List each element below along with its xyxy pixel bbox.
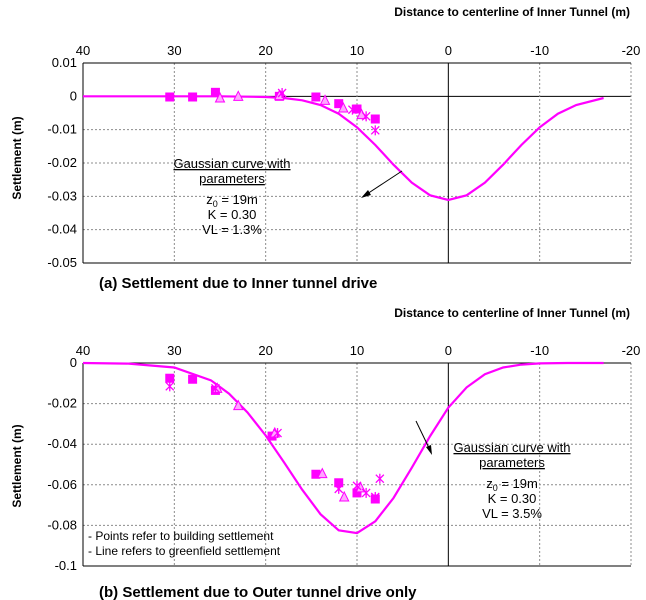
x-tick-label: 30: [167, 43, 181, 58]
chart-b-points: [165, 373, 385, 504]
star-point: [334, 483, 344, 494]
x-tick-label: 30: [167, 343, 181, 358]
x-tick-label: -10: [530, 43, 549, 58]
chart-b-y-ticks: 0 -0.02 -0.04 -0.06 -0.08 -0.1: [47, 355, 77, 573]
triangle-point: [338, 490, 350, 502]
chart-b-annotation-vl: VL = 3.5%: [482, 506, 542, 521]
y-tick-label: -0.02: [47, 396, 77, 411]
chart-b-annotation-arrow: [415, 420, 432, 455]
chart-b-y-axis-title: Settlement (m): [10, 424, 24, 507]
x-tick-label: 0: [445, 43, 452, 58]
chart-a-annotation-k: K = 0.30: [208, 207, 257, 222]
chart-a-annotation-title: Gaussian curve with parameters: [173, 156, 290, 186]
x-tick-label: -20: [622, 343, 641, 358]
star-point: [273, 428, 282, 439]
chart-a-annotation-vl: VL = 1.3%: [202, 222, 262, 237]
star-point: [361, 487, 371, 498]
square-point: [165, 92, 175, 102]
chart-inner-tunnel: Distance to centerline of Inner Tunnel (…: [10, 5, 640, 292]
chart-a-grid: [82, 62, 632, 264]
triangle-point: [319, 94, 331, 105]
x-tick-label: -20: [622, 43, 641, 58]
triangle-point: [214, 91, 226, 103]
square-point: [188, 92, 198, 102]
square-point: [334, 478, 344, 488]
square-point: [352, 104, 362, 114]
chart-b-grid: [82, 362, 632, 567]
square-point: [210, 87, 220, 97]
y-tick-label: -0.04: [47, 222, 77, 237]
star-point: [165, 381, 175, 392]
x-tick-label: 40: [76, 343, 90, 358]
chart-b-x-ticks: 40 30 20 10 0 -10 -20: [76, 343, 641, 358]
chart-b-gaussian-curve: [82, 361, 604, 535]
x-tick-label: 10: [350, 43, 364, 58]
greenfield-curve: [83, 95, 604, 202]
chart-a-y-axis-title: Settlement (m): [10, 116, 24, 199]
chart-a-annotation-z0: z0 = 19m: [206, 192, 258, 209]
star-point: [210, 383, 220, 394]
y-tick-label: -0.1: [55, 558, 77, 573]
greenfield-curve: [82, 361, 604, 535]
x-tick-label: 40: [76, 43, 90, 58]
chart-b-annotation-k: K = 0.30: [488, 491, 537, 506]
chart-b-caption: (b) Settlement due to Outer tunnel drive…: [99, 584, 417, 600]
chart-b-x-axis-title: Distance to centerline of Inner Tunnel (…: [394, 306, 630, 320]
chart-a-gaussian-curve: [83, 95, 604, 202]
chart-b-note-points: - Points refer to building settlement: [88, 529, 274, 543]
y-tick-label: -0.01: [47, 122, 77, 137]
chart-a-x-ticks: 40 30 20 10 0 -10 -20: [76, 43, 641, 58]
chart-a-annotation-arrow: [361, 170, 403, 198]
y-tick-label: 0.01: [52, 55, 77, 70]
chart-b-annotation-title: Gaussian curve with parameters: [453, 440, 570, 470]
triangle-point: [337, 101, 349, 113]
star-point: [370, 125, 380, 136]
chart-a-x-axis-title: Distance to centerline of Inner Tunnel (…: [394, 5, 630, 19]
chart-a-caption: (a) Settlement due to Inner tunnel drive: [99, 275, 377, 292]
star-point: [277, 88, 287, 98]
square-point: [352, 488, 362, 498]
x-tick-label: 0: [445, 343, 452, 358]
square-point: [370, 114, 380, 124]
chart-a-y-ticks: 0.01 0 -0.01 -0.02 -0.03 -0.04 -0.05: [47, 55, 77, 270]
chart-b-annotation-z0: z0 = 19m: [486, 476, 538, 493]
star-point: [370, 491, 380, 502]
chart-outer-tunnel: Distance to centerline of Inner Tunnel (…: [10, 306, 640, 600]
x-tick-label: -10: [530, 343, 549, 358]
y-tick-label: -0.05: [47, 255, 77, 270]
chart-b-note-line: - Line refers to greenfield settlement: [88, 544, 281, 558]
star-point: [347, 104, 357, 115]
star-point: [375, 473, 385, 484]
y-tick-label: -0.04: [47, 436, 77, 451]
square-point: [188, 374, 198, 384]
x-tick-label: 20: [258, 43, 272, 58]
triangle-point: [232, 90, 244, 101]
square-point: [311, 92, 321, 102]
y-tick-label: -0.02: [47, 155, 77, 170]
x-tick-label: 10: [350, 343, 364, 358]
star-point: [361, 111, 371, 122]
triangle-point: [232, 399, 244, 411]
y-tick-label: 0: [70, 88, 77, 103]
star-point: [352, 480, 362, 491]
chart-a-points: [165, 87, 380, 136]
y-tick-label: -0.06: [47, 477, 77, 492]
triangle-point: [316, 467, 328, 479]
x-tick-label: 20: [258, 343, 272, 358]
y-tick-label: -0.08: [47, 517, 77, 532]
square-point: [311, 469, 321, 479]
y-tick-label: 0: [70, 355, 77, 370]
y-tick-label: -0.03: [47, 188, 77, 203]
square-point: [334, 99, 344, 109]
square-point: [165, 373, 175, 383]
